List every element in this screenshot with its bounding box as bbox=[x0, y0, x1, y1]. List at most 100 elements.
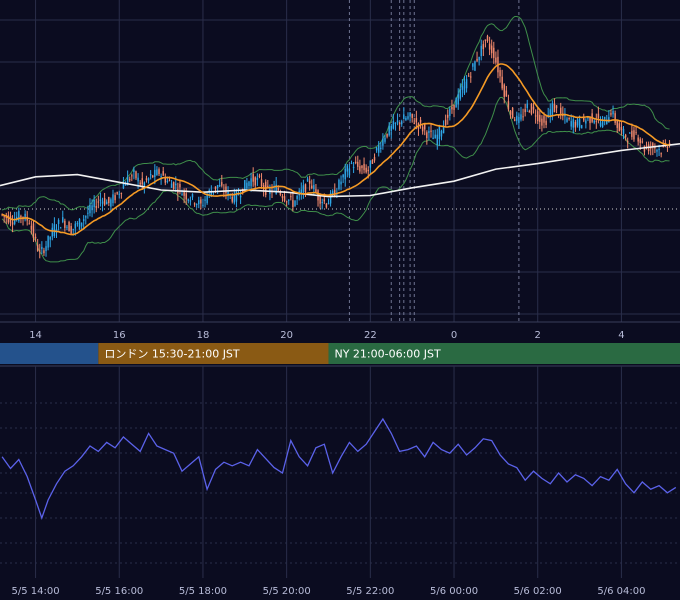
candle-body bbox=[118, 193, 120, 195]
oscillator-panel[interactable]: 5/5 14:00 5/5 16:00 5/5 18:00 5/5 20:00 5/5 … bbox=[0, 365, 680, 597]
candle-body bbox=[99, 199, 102, 201]
candle-body bbox=[154, 169, 156, 178]
candle-body bbox=[392, 120, 395, 129]
candle-body bbox=[597, 113, 600, 118]
candle-body bbox=[327, 202, 330, 205]
candle-body bbox=[457, 94, 459, 105]
candle-body bbox=[166, 180, 169, 182]
candle-body bbox=[480, 45, 482, 57]
candle-body bbox=[434, 134, 436, 139]
time-tick-label: 5/5 18:00 bbox=[179, 586, 227, 597]
candle-body bbox=[57, 220, 60, 224]
candle-body bbox=[520, 114, 522, 120]
candle-body bbox=[329, 192, 332, 204]
candle-body bbox=[82, 219, 85, 222]
candle-body bbox=[493, 47, 495, 58]
candle-body bbox=[386, 133, 388, 137]
candle-body bbox=[340, 181, 342, 185]
candle-body bbox=[589, 116, 591, 124]
candle-body bbox=[80, 222, 83, 227]
candle-body bbox=[7, 215, 10, 223]
candle-body bbox=[574, 121, 577, 128]
candle-body bbox=[486, 35, 489, 41]
candle-body bbox=[139, 182, 141, 185]
candle-body bbox=[499, 70, 501, 77]
candle-body bbox=[321, 201, 323, 203]
candle-body bbox=[373, 157, 376, 161]
candle-body bbox=[359, 166, 361, 172]
long-moving-average bbox=[0, 143, 680, 198]
candle-body bbox=[198, 200, 200, 205]
candle-body bbox=[474, 61, 476, 71]
price-tick-label: 16 bbox=[113, 330, 126, 341]
candle-body bbox=[566, 118, 568, 122]
candle-body bbox=[306, 178, 309, 182]
candle-body bbox=[18, 211, 20, 222]
candle-body bbox=[354, 161, 357, 164]
candle-body bbox=[513, 119, 516, 121]
candle-body bbox=[323, 199, 326, 202]
candle-body bbox=[191, 193, 194, 198]
candle-body bbox=[511, 107, 514, 118]
candle-body bbox=[231, 196, 233, 202]
candle-body bbox=[193, 203, 196, 205]
candle-body bbox=[290, 196, 292, 198]
lower-band bbox=[1, 96, 670, 263]
candle-body bbox=[421, 126, 424, 132]
candle-body bbox=[398, 122, 401, 125]
candle-body bbox=[585, 120, 587, 124]
candle-body bbox=[218, 185, 221, 187]
candle-body bbox=[587, 117, 589, 119]
candle-body bbox=[128, 179, 131, 181]
candle-body bbox=[296, 195, 298, 199]
candle-body bbox=[122, 183, 125, 189]
candle-body bbox=[68, 222, 70, 232]
candle-body bbox=[583, 116, 585, 121]
price-panel[interactable]: 14 16 18 20 22 0 2 4 bbox=[0, 0, 680, 341]
candle-body bbox=[110, 199, 112, 207]
candle-body bbox=[51, 227, 54, 237]
candle-body bbox=[185, 193, 187, 200]
candle-body bbox=[470, 76, 472, 78]
candle-body bbox=[641, 141, 644, 143]
candle-body bbox=[258, 175, 261, 177]
candle-body bbox=[311, 185, 313, 189]
candle-body bbox=[206, 195, 208, 204]
candle-body bbox=[304, 184, 307, 193]
candle-body bbox=[428, 130, 430, 134]
candle-body bbox=[346, 165, 349, 172]
candle-body bbox=[36, 244, 39, 251]
candle-body bbox=[11, 222, 14, 225]
candle-body bbox=[476, 58, 478, 61]
candle-body bbox=[618, 123, 621, 132]
candle-body bbox=[170, 183, 173, 188]
candle-body bbox=[183, 190, 185, 196]
candle-body bbox=[405, 118, 407, 120]
candle-body bbox=[64, 220, 66, 228]
time-tick-label: 5/6 02:00 bbox=[514, 586, 562, 597]
candle-body bbox=[248, 181, 250, 187]
candle-body bbox=[394, 122, 397, 124]
candle-body bbox=[526, 103, 528, 109]
candle-body bbox=[200, 199, 202, 204]
candle-body bbox=[595, 120, 598, 122]
candle-body bbox=[415, 118, 418, 123]
oscillator-grid bbox=[0, 365, 680, 578]
candle-body bbox=[509, 111, 512, 115]
candle-body bbox=[560, 107, 562, 114]
time-tick-label: 5/5 14:00 bbox=[12, 586, 60, 597]
candle-body bbox=[158, 169, 160, 175]
upper-band bbox=[1, 16, 670, 211]
candle-body bbox=[344, 168, 346, 180]
candle-body bbox=[241, 188, 244, 194]
candle-body bbox=[524, 109, 526, 113]
candle-body bbox=[624, 134, 627, 138]
candle-body bbox=[522, 116, 524, 118]
candle-body bbox=[34, 236, 37, 239]
candle-body bbox=[488, 43, 491, 50]
candle-body bbox=[352, 166, 355, 168]
candle-body bbox=[53, 224, 56, 236]
candle-body bbox=[463, 81, 466, 94]
candle-body bbox=[195, 203, 198, 205]
price-tick-label: 20 bbox=[280, 330, 293, 341]
